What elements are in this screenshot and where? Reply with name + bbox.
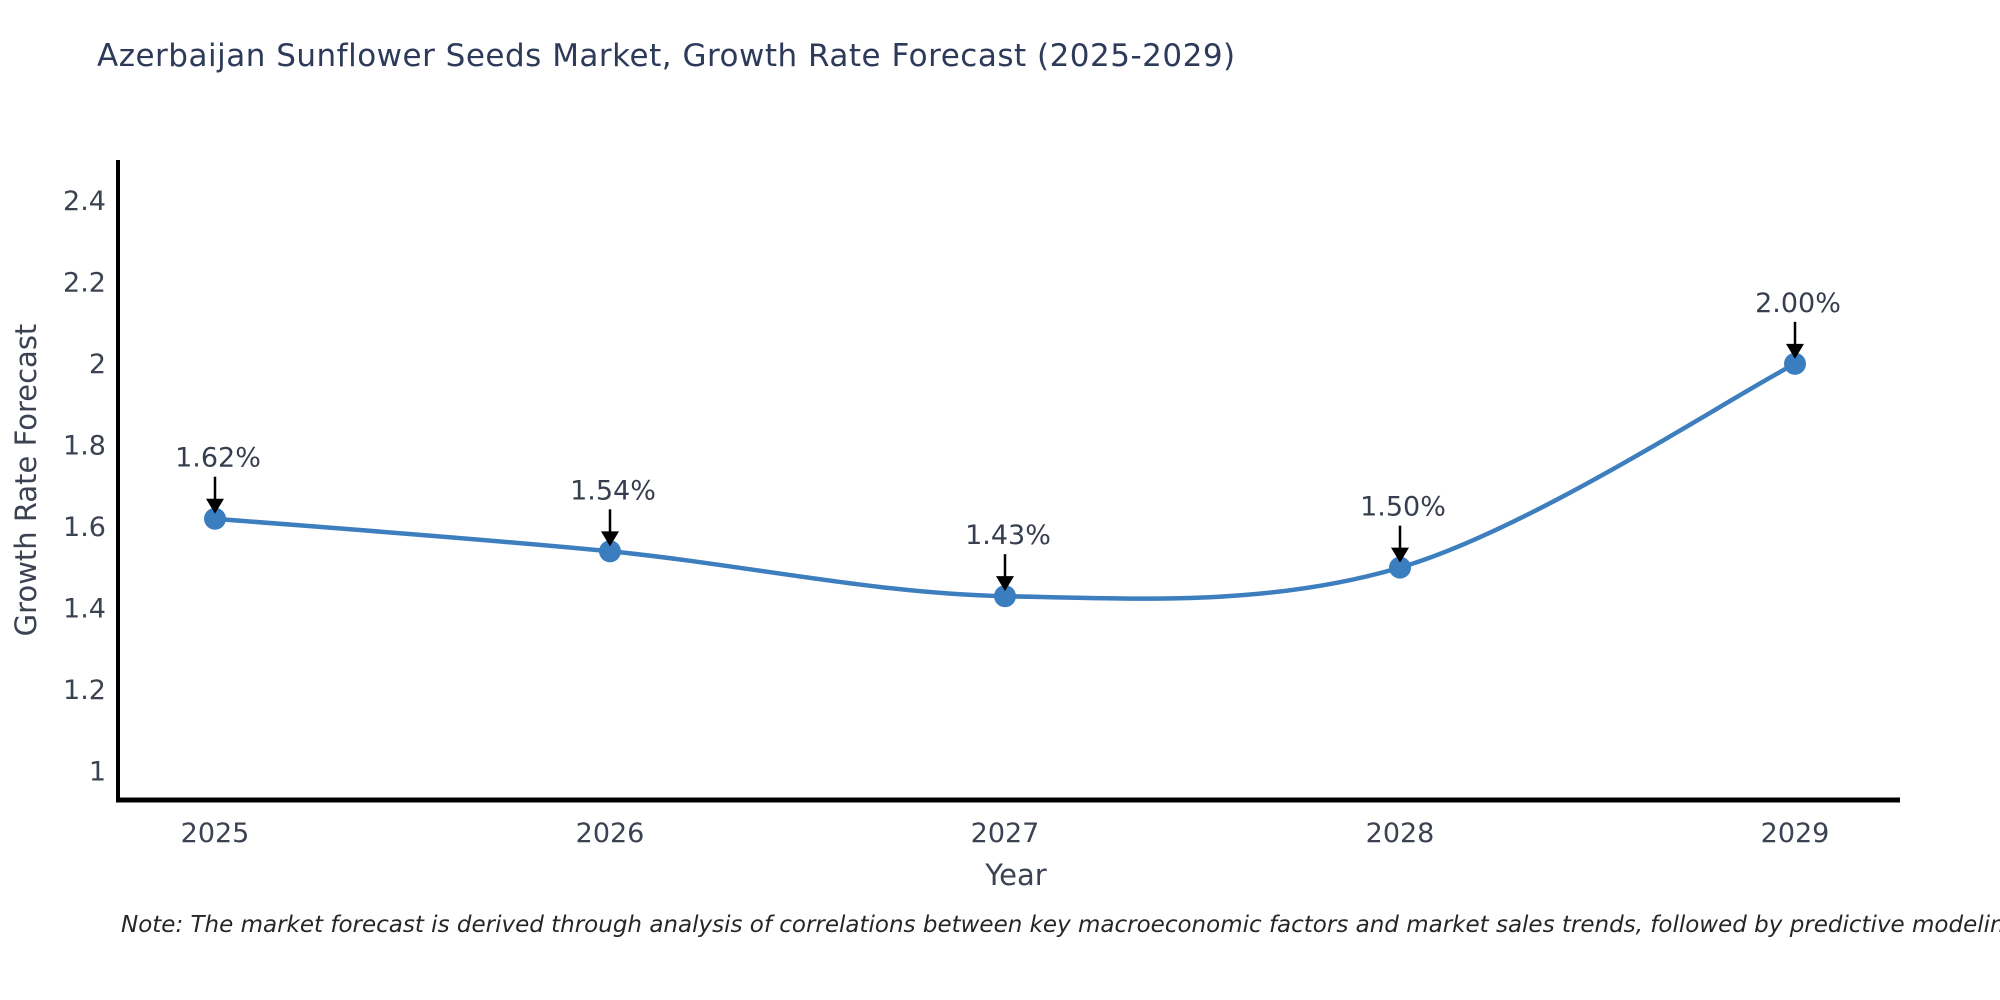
annotation-arrow-head (601, 531, 619, 547)
annotation-arrow-head (996, 576, 1014, 592)
y-tick-label: 1.6 (63, 512, 106, 543)
x-tick-label: 2026 (576, 818, 645, 849)
data-point-marker (204, 507, 226, 530)
y-tick-label: 1.4 (63, 593, 106, 624)
annotation-arrow-head (1391, 547, 1409, 563)
x-axis-title: Year (984, 858, 1046, 892)
annotation-arrow-head (206, 498, 224, 514)
data-point-label: 1.62% (175, 443, 261, 474)
annotation-arrow-head (1786, 343, 1804, 359)
y-tick-label: 1.2 (63, 675, 106, 706)
x-tick-label: 2027 (971, 818, 1040, 849)
chart-title: Azerbaijan Sunflower Seeds Market, Growt… (97, 38, 1236, 74)
data-point-marker (994, 585, 1016, 608)
x-tick-label: 2029 (1761, 818, 1830, 849)
y-axis-title: Growth Rate Forecast (9, 324, 43, 637)
data-point-marker (599, 540, 621, 563)
data-point-marker (1784, 352, 1806, 375)
x-tick-label: 2028 (1366, 818, 1435, 849)
data-point-label: 1.54% (570, 475, 656, 506)
data-point-label: 1.43% (965, 520, 1051, 551)
y-tick-label: 2.4 (63, 186, 106, 217)
data-point-marker (1389, 556, 1411, 579)
y-tick-label: 1.8 (63, 430, 106, 461)
data-point-label: 2.00% (1755, 288, 1841, 319)
y-tick-label: 2 (89, 349, 106, 380)
data-point-label: 1.50% (1360, 492, 1446, 523)
footnote: Note: The market forecast is derived thr… (121, 912, 2000, 938)
x-tick-label: 2025 (181, 818, 250, 849)
y-tick-label: 2.2 (63, 267, 106, 298)
y-tick-label: 1 (89, 756, 106, 787)
